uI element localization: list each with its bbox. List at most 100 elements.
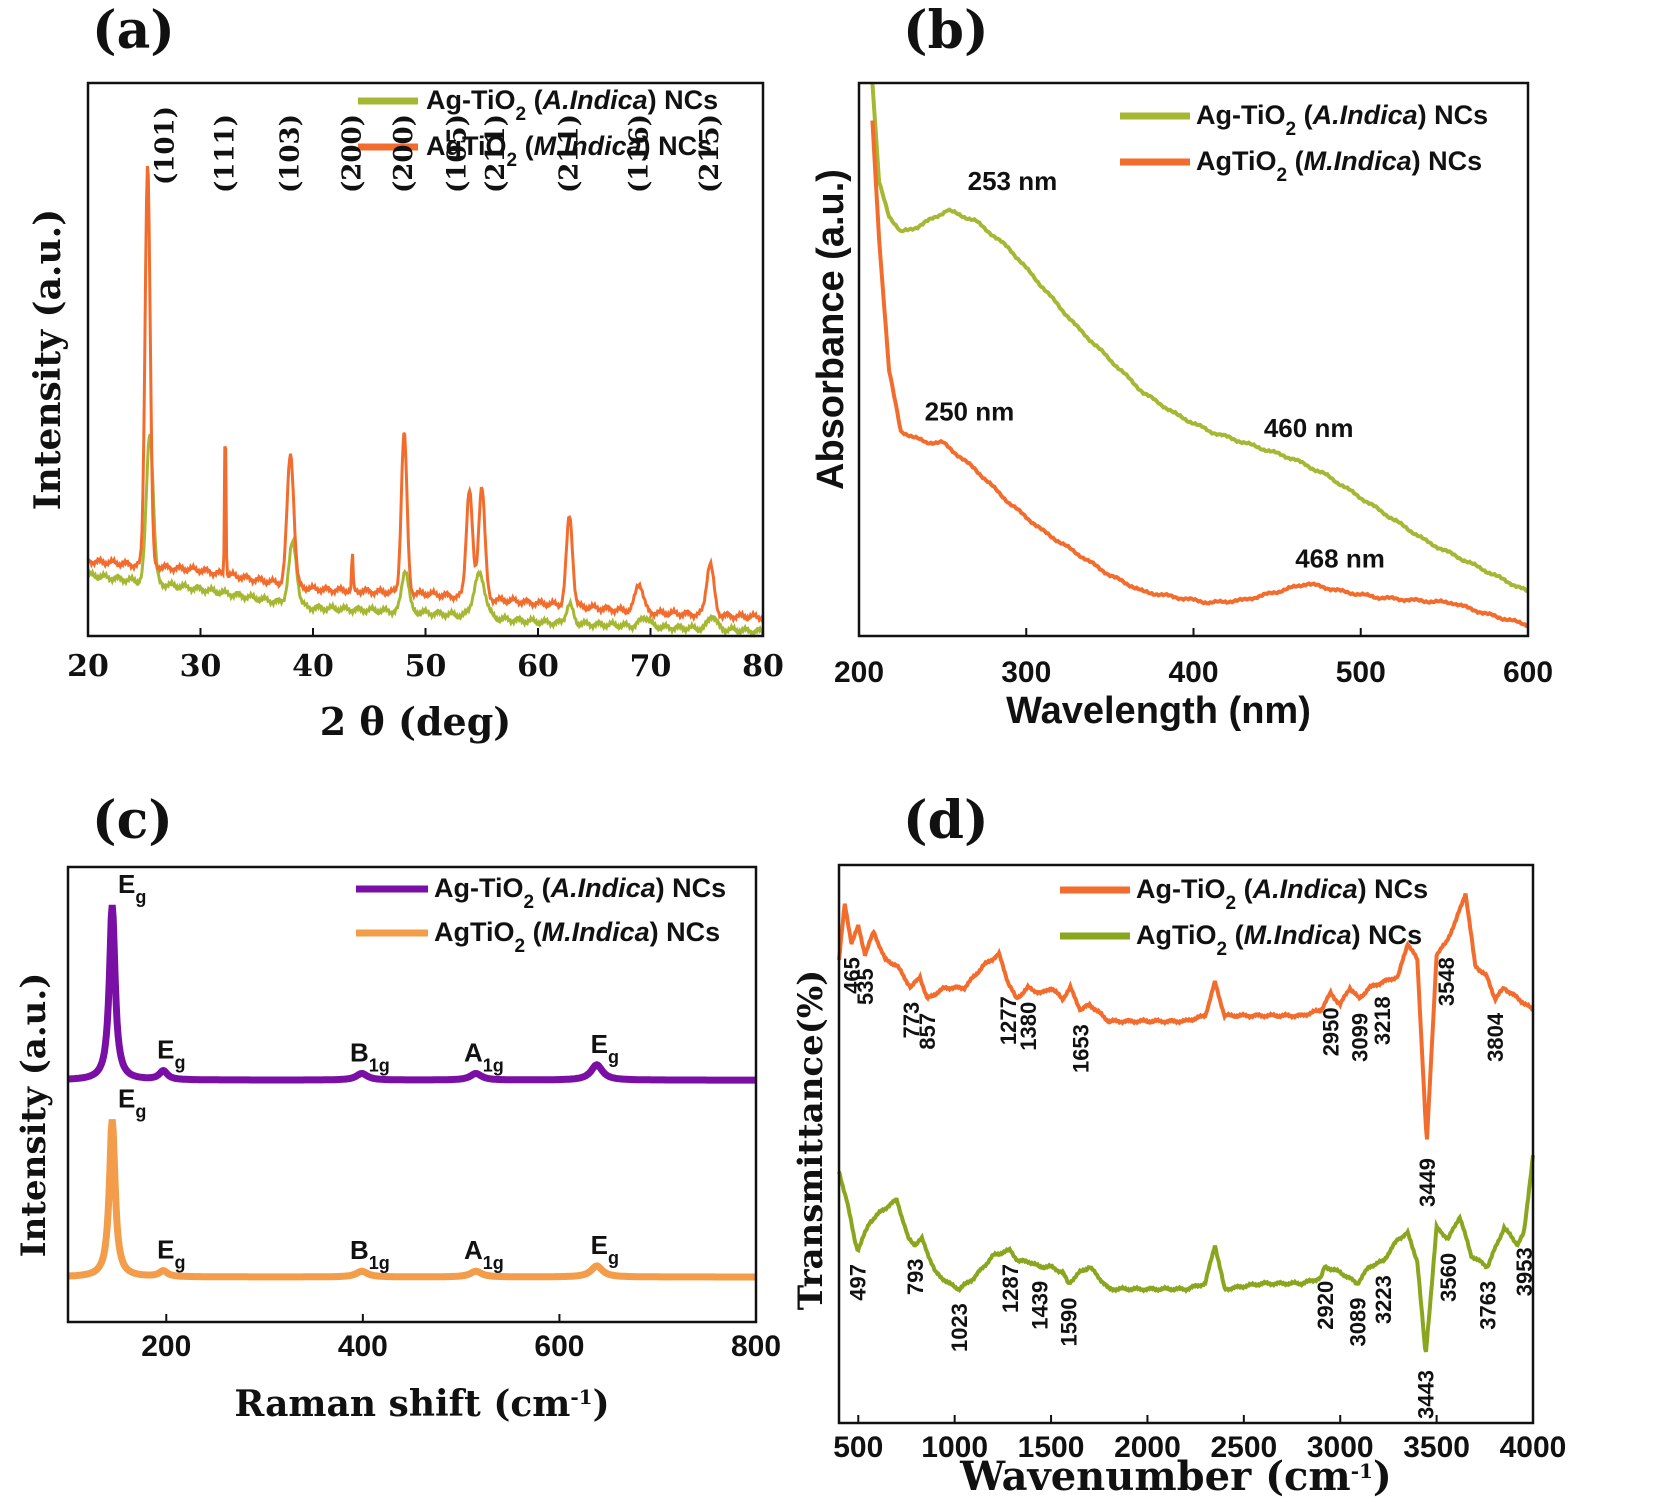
raman-mode-label: B1g [350,1235,390,1273]
x-tick-label: 70 [630,649,672,684]
ftir-band-label: 497 [846,1264,871,1301]
plot-frame [66,865,758,1324]
x-tick-label: 3500 [1403,1431,1470,1464]
raman-mode-label: Eg [591,1230,619,1268]
peak-label: (200) [337,114,367,193]
chart-panel-d: 500 1000 1500 2000 2500 3000 3500 4000 Wavenumbe… [791,863,1567,1500]
legend-entry: AgTiO2 (M.Indica) NCs [426,131,712,171]
panel-label-a: (a) [92,0,175,61]
raman-mode-label: Eg [157,1035,185,1073]
x-tick-label: 20 [67,649,109,684]
x-tick-label: 2500 [1210,1431,1277,1464]
x-tick-label: 40 [292,649,334,684]
ftir-band-label: 1023 [947,1303,972,1352]
ftir-band-label: 1590 [1056,1298,1081,1347]
x-tick-label: 60 [517,649,559,684]
x-tick-label: 1500 [1018,1431,1085,1464]
ftir-band-label: 465 [840,957,865,994]
ftir-band-label: 1277 [996,996,1021,1045]
peak-label: (215) [695,114,725,193]
x-tick-label: 30 [180,649,222,684]
series-line-m-indica [86,165,765,625]
x-tick-label: 600 [534,1330,584,1363]
chart-panel-a: 20 30 40 50 60 70 80 2 θ (deg) Intensity (a.u.) A… [27,81,784,744]
ftir-band-label: 3548 [1434,957,1459,1006]
ftir-band-label: 1287 [998,1264,1023,1313]
raman-mode-label: B1g [350,1037,390,1075]
series-line-a-indica [68,904,756,1084]
peak-label: 253 nm [968,166,1058,196]
raman-mode-label: A1g [464,1235,504,1273]
peak-label: (211) [481,114,511,193]
ftir-band-label: 3763 [1475,1281,1500,1330]
series-line-m-indica [837,1154,1535,1353]
ftir-band-label: 1653 [1069,1024,1094,1073]
peak-label: (200) [389,114,419,193]
x-tick-label: 200 [834,656,884,689]
ftir-band-label: 3099 [1347,1013,1372,1062]
panel-label-c: (c) [92,790,173,851]
ftir-band-label: 535 [853,968,878,1005]
x-tick-label: 400 [338,1330,388,1363]
y-axis-title: Transmittance(%) [791,970,831,1311]
ftir-band-label: 3443 [1414,1370,1439,1419]
ftir-band-label: 773 [899,1002,924,1039]
peak-label: (111) [210,114,240,193]
y-axis-title: Intensity (a.u.) [27,209,69,510]
peak-label: 250 nm [925,396,1015,426]
x-tick-label: 500 [833,1431,883,1464]
ftir-band-label: 3218 [1370,996,1395,1045]
x-axis-title: Raman shift (cm-1) [234,1383,609,1425]
series-line-m-indica [870,120,1528,628]
ftir-band-label: 2950 [1319,1007,1344,1056]
chart-panel-b: 200 300 400 500 600 Wavelength (nm) Absorbance… [810,81,1553,732]
panel-label-b: (b) [903,0,989,61]
x-tick-label: 200 [141,1330,191,1363]
x-tick-label: 4000 [1500,1431,1567,1464]
ftir-band-label: 3560 [1436,1253,1461,1302]
raman-mode-label: Eg [118,869,146,907]
x-tick-label: 2000 [1114,1431,1181,1464]
ftir-band-label: 1380 [1016,1002,1041,1051]
legend-entry: AgTiO2 (M.Indica) NCs [434,917,720,957]
x-axis-title: Wavelength (nm) [1006,690,1311,732]
series-line-a-indica [837,893,1535,1140]
peak-label: (103) [276,114,306,193]
peak-label: (105) [442,114,472,193]
x-tick-label: 500 [1336,656,1386,689]
peak-label: 468 nm [1295,543,1385,573]
x-tick-label: 800 [731,1330,781,1363]
peak-label: (116) [624,114,654,193]
plot-frame [86,81,765,638]
legend-entry: AgTiO2 (M.Indica) NCs [1196,146,1482,186]
raman-mode-label: A1g [464,1037,504,1075]
peak-label: (101) [151,106,181,185]
panel-label-d: (d) [903,790,989,851]
peak-label: 460 nm [1264,413,1354,443]
series-line-a-indica [870,82,1528,593]
x-axis-title: Wavenumber (cm-1) [959,1453,1392,1500]
ftir-band-label: 857 [915,1013,940,1050]
y-axis-title: Intensity (a.u.) [14,973,54,1258]
ftir-band-label: 1439 [1027,1281,1052,1330]
x-tick-label: 300 [1001,656,1051,689]
legend-entry: Ag-TiO2 (A.Indica) NCs [1136,874,1428,914]
x-tick-label: 50 [405,649,447,684]
legend-entry: Ag-TiO2 (A.Indica) NCs [1196,100,1488,140]
ftir-band-label: 3449 [1415,1158,1440,1207]
peak-label: (211) [555,114,585,193]
ftir-band-label: 3089 [1345,1298,1370,1347]
legend-entry: Ag-TiO2 (A.Indica) NCs [426,85,718,125]
x-tick-label: 600 [1503,656,1553,689]
raman-mode-label: Eg [157,1235,185,1273]
x-tick-label: 3000 [1307,1431,1374,1464]
x-tick-label: 400 [1168,656,1218,689]
raman-mode-label: Eg [118,1083,146,1121]
series-line-a-indica [87,433,765,639]
ftir-band-label: 3223 [1371,1275,1396,1324]
ftir-band-label: 2920 [1313,1281,1338,1330]
legend-entry: Ag-TiO2 (A.Indica) NCs [434,873,726,913]
raman-mode-label: Eg [591,1029,619,1067]
x-tick-label: 80 [742,649,784,684]
